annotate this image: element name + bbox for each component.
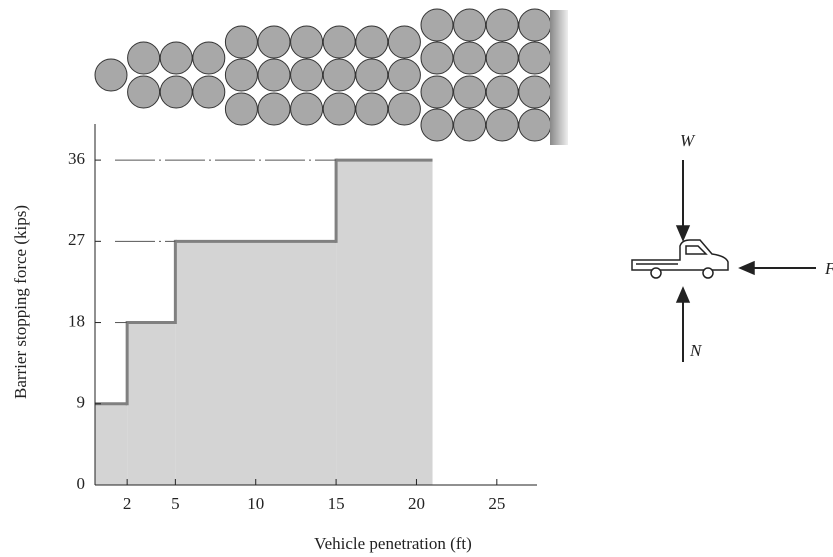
y-tick-label: 9 [77, 393, 86, 412]
barrel [420, 75, 454, 109]
y-tick-label: 18 [68, 311, 85, 330]
barrel [257, 25, 291, 59]
truck-window [685, 245, 708, 255]
y-tick-label: 36 [68, 149, 85, 168]
arrowhead [675, 225, 691, 242]
barrel [127, 75, 161, 109]
x-axis-label: Vehicle penetration (ft) [314, 534, 472, 553]
x-tick-label: 10 [247, 494, 264, 513]
barrel [420, 108, 454, 142]
barrel [518, 41, 552, 75]
barrel [224, 25, 258, 59]
barrel [420, 41, 454, 75]
x-tick-label: 25 [488, 494, 505, 513]
force-label: N [689, 341, 703, 360]
barrel [322, 25, 356, 59]
barrel [453, 108, 487, 142]
barrel [355, 92, 389, 126]
step-area [127, 322, 176, 485]
truck-body [631, 239, 729, 271]
x-tick-label: 5 [171, 494, 180, 513]
barrel [257, 58, 291, 92]
x-tick-label: 2 [123, 494, 132, 513]
y-tick-label: 27 [68, 230, 86, 249]
barrel [192, 75, 226, 109]
barrel [290, 92, 324, 126]
barrel [518, 75, 552, 109]
barrel [192, 41, 226, 75]
barrel [159, 75, 193, 109]
y-axis-label: Barrier stopping force (kips) [11, 205, 30, 399]
barrel [453, 41, 487, 75]
barrel [355, 25, 389, 59]
force-label: F [824, 259, 833, 278]
barrel [387, 58, 421, 92]
barrel [485, 108, 519, 142]
barrel [420, 8, 454, 42]
truck-diagram [631, 160, 816, 362]
barrel [485, 75, 519, 109]
barrel [453, 75, 487, 109]
wheel [650, 267, 662, 279]
barrel [127, 41, 161, 75]
barrel [453, 8, 487, 42]
x-tick-label: 20 [408, 494, 425, 513]
wheel [702, 267, 714, 279]
barrel [355, 58, 389, 92]
barrel [387, 25, 421, 59]
barrel [322, 92, 356, 126]
x-tick-label: 15 [328, 494, 345, 513]
barrel [224, 58, 258, 92]
barrel [387, 92, 421, 126]
barrel-barrier [94, 8, 552, 142]
wall [550, 10, 568, 145]
force-label: W [680, 131, 696, 150]
barrel [257, 92, 291, 126]
arrowhead [675, 286, 691, 303]
barrel [290, 58, 324, 92]
arrowhead [738, 260, 755, 276]
barrel [485, 8, 519, 42]
barrel [322, 58, 356, 92]
step-area [95, 403, 128, 485]
step-area [175, 241, 337, 485]
y-tick-label: 0 [77, 474, 86, 493]
barrel [94, 58, 128, 92]
step-area [336, 160, 433, 485]
barrel [224, 92, 258, 126]
barrel [290, 25, 324, 59]
barrel [518, 108, 552, 142]
barrel [159, 41, 193, 75]
barrel [518, 8, 552, 42]
barrel [485, 41, 519, 75]
